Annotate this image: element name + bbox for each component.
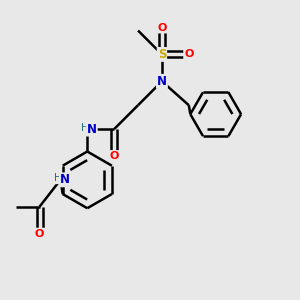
- Text: O: O: [157, 22, 167, 33]
- Text: H: H: [81, 123, 88, 133]
- Text: N: N: [60, 173, 70, 186]
- Text: N: N: [87, 123, 97, 136]
- Text: O: O: [110, 151, 119, 161]
- Text: H: H: [54, 173, 61, 183]
- Text: O: O: [184, 50, 194, 59]
- Text: N: N: [157, 75, 167, 88]
- Text: S: S: [158, 48, 166, 61]
- Text: O: O: [35, 229, 44, 238]
